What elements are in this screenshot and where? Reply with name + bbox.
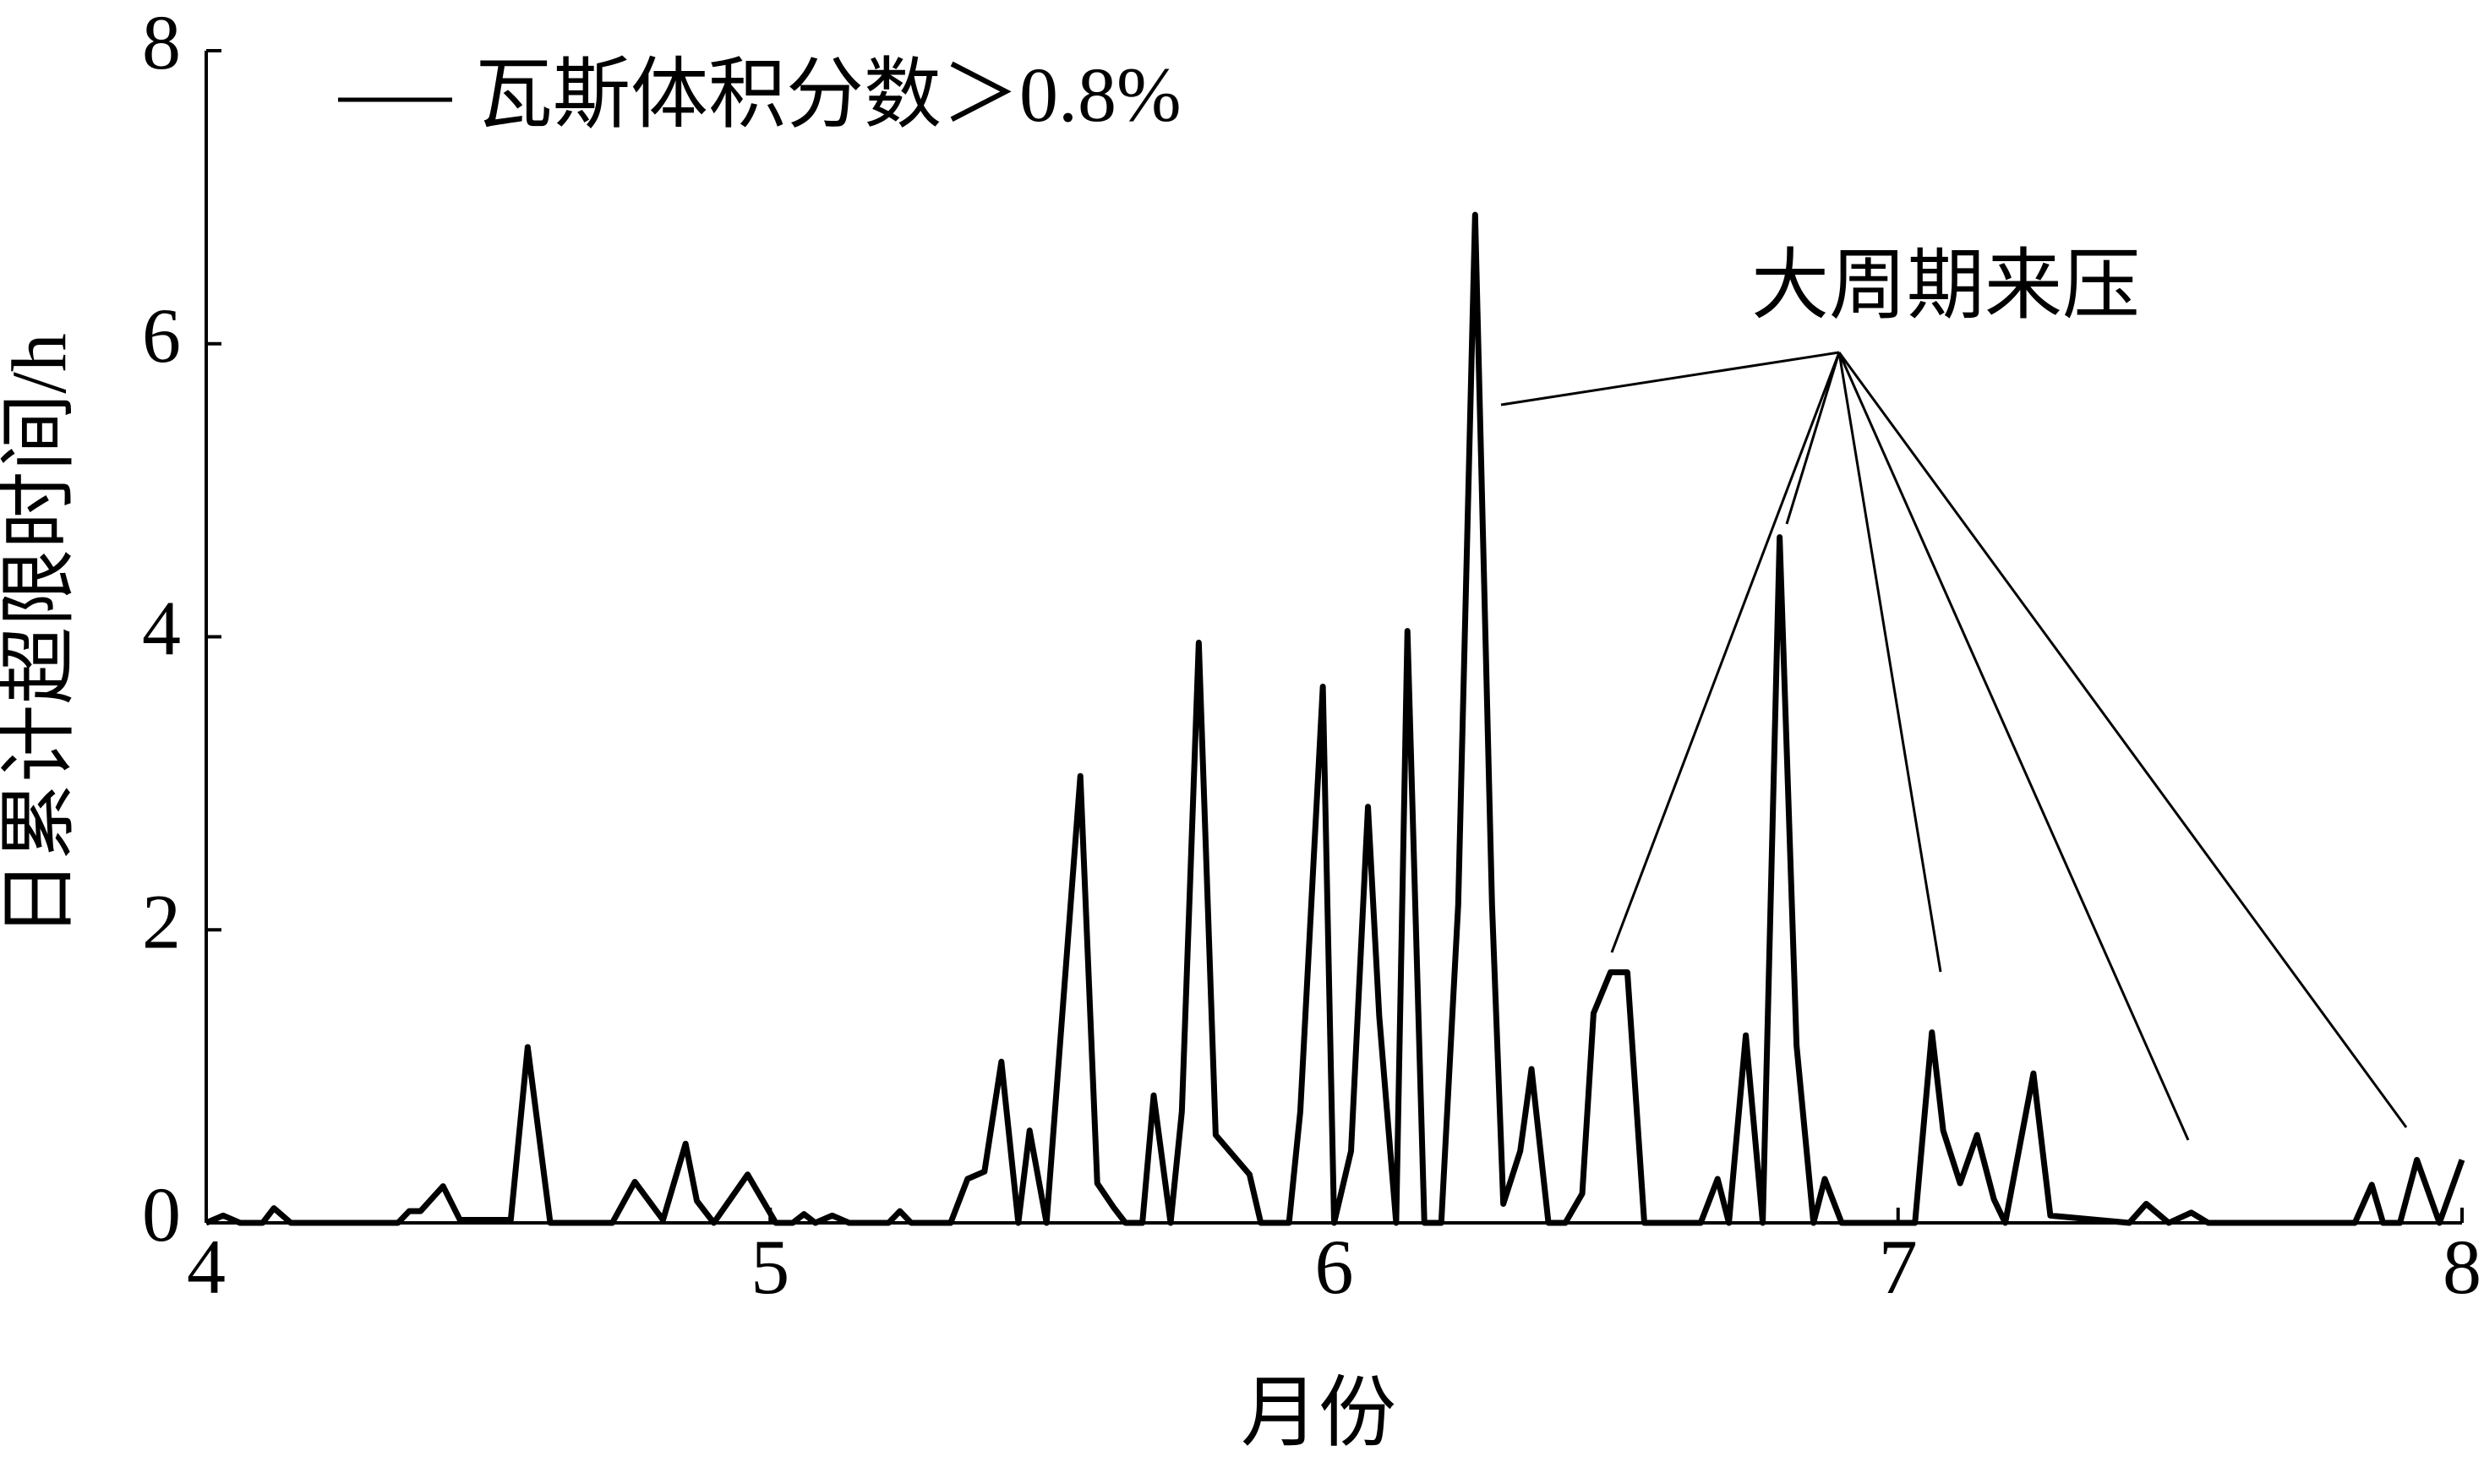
y-tick-label: 2 — [142, 878, 181, 964]
leader-line — [1837, 352, 1942, 973]
annotation: 大周期来压 — [1751, 243, 2140, 329]
annotation-leaders — [1500, 351, 2408, 1141]
leader-line — [1610, 352, 1841, 953]
y-tick-label: 8 — [142, 0, 181, 85]
leader-line — [1500, 351, 1840, 406]
legend-label: 瓦斯体积分数＞0.8% — [475, 52, 1182, 138]
y-tick-label: 6 — [142, 292, 181, 379]
leader-line — [1785, 352, 1841, 525]
x-tick-label: 8 — [2443, 1224, 2481, 1310]
leader-line — [1837, 352, 2408, 1128]
x-tick-label: 6 — [1315, 1224, 1354, 1310]
data-line — [205, 211, 2465, 1226]
x-axis-label: 月份 — [1241, 1370, 1396, 1456]
x-tick-label: 7 — [1879, 1224, 1918, 1310]
y-tick-label: 4 — [142, 586, 181, 672]
x-tick-label: 5 — [751, 1224, 789, 1310]
leader-line — [1837, 352, 2190, 1141]
y-axis-label: 日累计超限时间/h — [0, 333, 82, 938]
y-tick-label: 0 — [142, 1171, 181, 1258]
x-tick-label: 4 — [187, 1224, 226, 1310]
